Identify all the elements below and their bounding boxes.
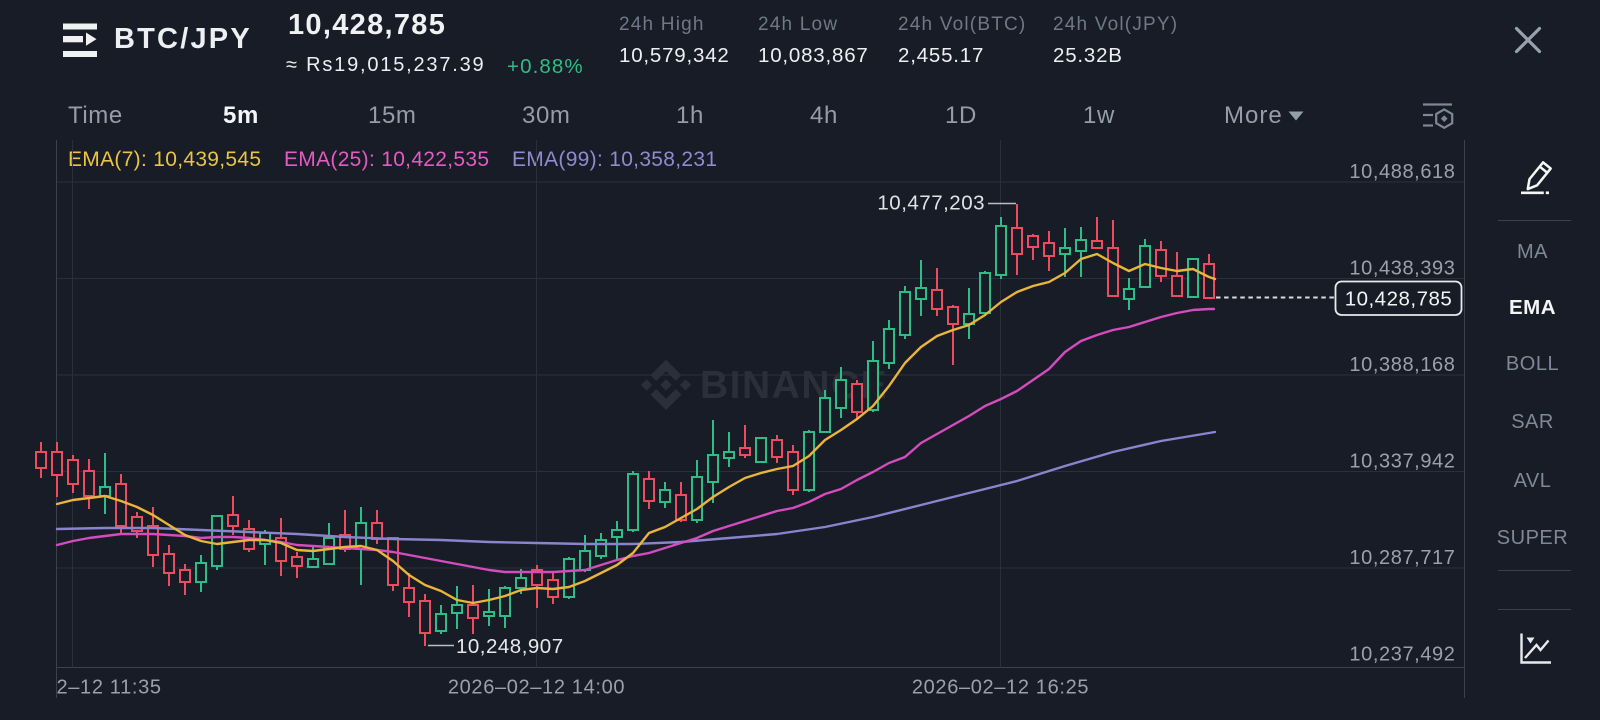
svg-text:10,438,393: 10,438,393 <box>1349 258 1455 280</box>
svg-text:10,488,618: 10,488,618 <box>1349 161 1455 183</box>
svg-text:10,248,907: 10,248,907 <box>456 635 564 658</box>
svg-text:10,337,942: 10,337,942 <box>1349 451 1455 473</box>
svg-text:2026–02–12 14:00: 2026–02–12 14:00 <box>448 677 625 699</box>
svg-text:10,237,492: 10,237,492 <box>1349 644 1455 666</box>
svg-text:2026–02–12 16:25: 2026–02–12 16:25 <box>912 677 1089 699</box>
svg-text:10,388,168: 10,388,168 <box>1349 354 1455 376</box>
svg-text:2–12 11:35: 2–12 11:35 <box>57 677 162 699</box>
svg-text:10,428,785: 10,428,785 <box>1345 288 1453 311</box>
svg-text:10,477,203: 10,477,203 <box>877 192 985 215</box>
svg-text:10,287,717: 10,287,717 <box>1349 547 1455 569</box>
